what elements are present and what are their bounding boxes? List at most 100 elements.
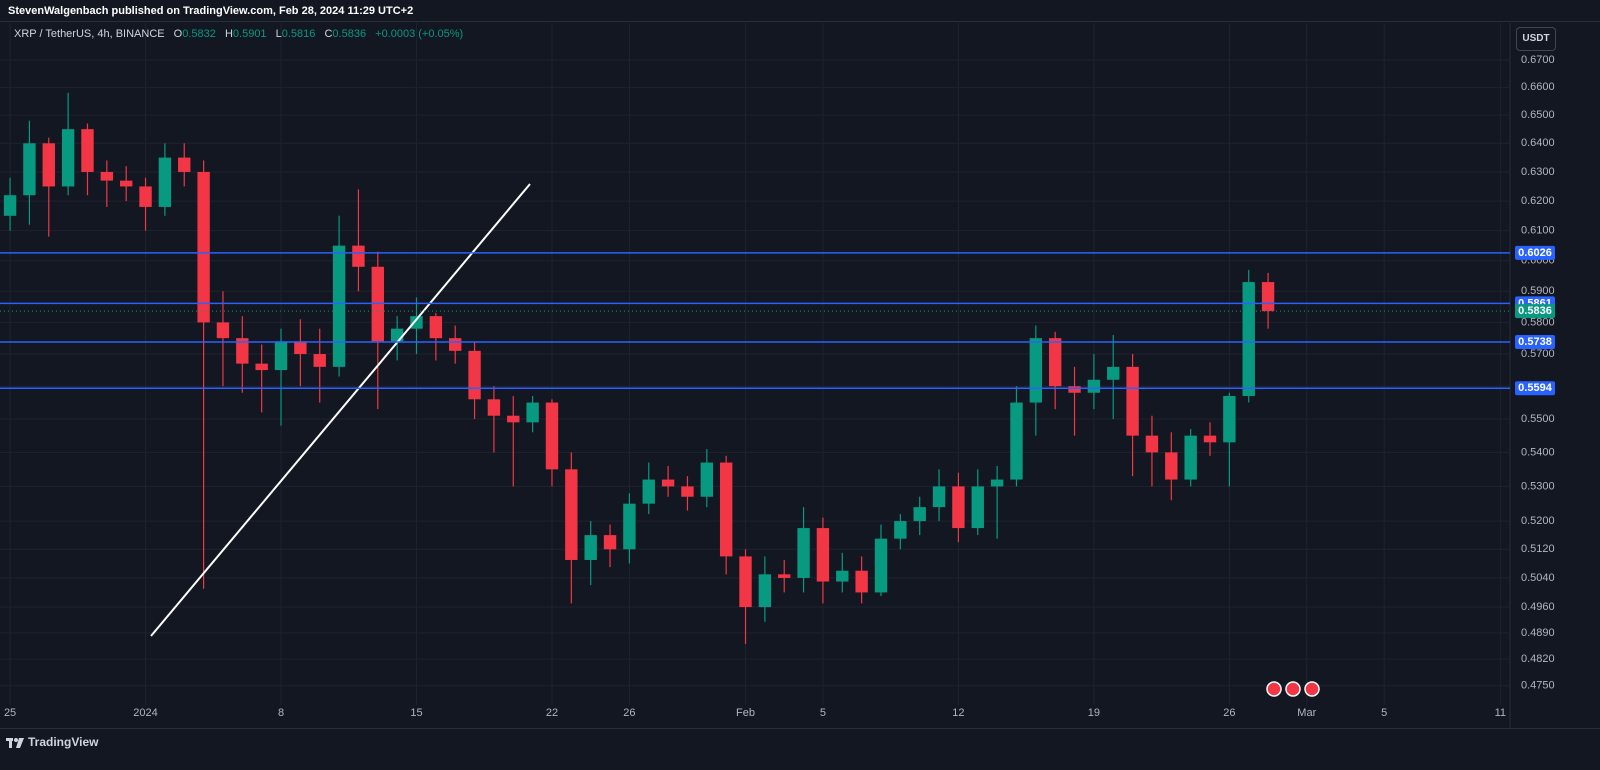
ohlc-key: C bbox=[324, 28, 333, 40]
level-label: 0.5594 bbox=[1518, 382, 1553, 394]
candle-body bbox=[1242, 282, 1255, 397]
candle-body bbox=[971, 486, 984, 529]
candle-body bbox=[1126, 366, 1139, 436]
candle-body bbox=[236, 338, 249, 364]
ohlc-value: 0.5816 bbox=[281, 28, 316, 40]
candle-body bbox=[178, 157, 191, 172]
y-tick-label: 0.6100 bbox=[1521, 225, 1555, 237]
logo bbox=[6, 738, 24, 748]
candle-body bbox=[216, 322, 230, 339]
event-icon[interactable] bbox=[1285, 681, 1301, 697]
x-tick-label: 15 bbox=[410, 707, 422, 719]
publish-header: StevenWalgenbach published on TradingVie… bbox=[0, 0, 1600, 22]
x-tick-label: 5 bbox=[820, 707, 826, 719]
candle-body bbox=[681, 486, 694, 497]
y-tick-label: 0.4820 bbox=[1521, 653, 1555, 665]
candle-body bbox=[410, 316, 423, 329]
candle-body bbox=[61, 129, 75, 187]
y-tick-label: 0.6200 bbox=[1521, 195, 1555, 207]
currency-button[interactable]: USDT bbox=[1516, 27, 1556, 51]
y-tick-label: 0.5300 bbox=[1521, 480, 1555, 492]
candle-body bbox=[139, 186, 152, 207]
candle-body bbox=[932, 486, 946, 508]
x-tick-label: Feb bbox=[736, 707, 755, 719]
chart: 0.6700 0.6600 0.6500 0.6400 0.6300 0.6200 0.61… bbox=[0, 23, 1555, 728]
y-tick-label: 0.5040 bbox=[1521, 572, 1555, 584]
ohlc-key: L bbox=[275, 28, 282, 40]
y-tick-label: 0.5800 bbox=[1521, 316, 1555, 328]
ohlc-value: 0.5832 bbox=[182, 28, 216, 40]
change: +0.0003 (+0.05%) bbox=[375, 28, 464, 40]
trendline bbox=[150, 183, 531, 637]
candle-body bbox=[274, 341, 288, 371]
level-badge bbox=[1515, 381, 1555, 396]
x-tick-label: 5 bbox=[1381, 707, 1387, 719]
candle-body bbox=[158, 157, 172, 207]
candle-body bbox=[913, 507, 926, 522]
x-tick-label: 11 bbox=[1495, 707, 1506, 719]
last-price-badge bbox=[1515, 304, 1555, 319]
event-icon[interactable] bbox=[1304, 681, 1320, 697]
candle-body bbox=[313, 354, 326, 367]
x-tick-label: 19 bbox=[1088, 707, 1100, 719]
y-tick-label: 0.6300 bbox=[1521, 166, 1555, 178]
symbol-legend: XRP / TetherUS, 4h, BINANCE O0.5832 H0.5… bbox=[14, 28, 463, 40]
candle-body bbox=[100, 171, 114, 181]
ohlc-key: O bbox=[173, 28, 183, 40]
candle-body bbox=[758, 574, 772, 608]
candle-body bbox=[487, 399, 501, 416]
candle-body bbox=[81, 129, 94, 172]
candle-body bbox=[1029, 338, 1043, 403]
x-tick-label: 12 bbox=[952, 707, 964, 719]
axes: 0.6700 0.6600 0.6500 0.6400 0.6300 0.6200 0.61… bbox=[0, 54, 1555, 719]
candle-body bbox=[197, 171, 210, 323]
y-tick-label: 0.6500 bbox=[1521, 109, 1555, 121]
level-badge bbox=[1515, 245, 1555, 260]
level-badge bbox=[1515, 334, 1555, 349]
candle-body bbox=[739, 556, 752, 608]
candle-body bbox=[836, 570, 849, 582]
candle-body bbox=[855, 570, 868, 593]
footer: TradingView bbox=[0, 728, 1600, 770]
candle-body bbox=[1203, 435, 1217, 443]
y-tick-label: 0.4960 bbox=[1521, 601, 1555, 613]
candle-body bbox=[545, 402, 559, 470]
candle-body bbox=[778, 574, 791, 578]
y-tick-label: 0.5500 bbox=[1521, 413, 1555, 425]
y-tick-label: 0.6700 bbox=[1521, 54, 1555, 66]
candle-body bbox=[1107, 366, 1120, 380]
candle-body bbox=[719, 462, 733, 557]
candle-body bbox=[1068, 386, 1081, 393]
y-tick-label: 0.5400 bbox=[1521, 446, 1555, 458]
candle-body bbox=[700, 462, 714, 497]
candle-body bbox=[468, 350, 481, 400]
candle-body bbox=[119, 180, 133, 187]
candle-body bbox=[449, 338, 462, 351]
candle-body bbox=[1261, 282, 1275, 312]
candle-body bbox=[429, 316, 443, 339]
y-tick-label: 0.5900 bbox=[1521, 285, 1555, 297]
candle-body bbox=[526, 402, 539, 423]
candle-body bbox=[623, 503, 636, 550]
y-tick-label: 0.6400 bbox=[1521, 137, 1555, 149]
grid bbox=[0, 23, 1510, 705]
event-icon[interactable] bbox=[1266, 681, 1282, 697]
candle-body bbox=[952, 486, 965, 529]
candle-body bbox=[661, 479, 675, 487]
candle-body bbox=[894, 521, 907, 539]
candle-body bbox=[603, 535, 617, 550]
y-tick-label: 0.6600 bbox=[1521, 81, 1555, 93]
ohlc-value: 0.5836 bbox=[332, 28, 367, 40]
y-tick-label: 0.5120 bbox=[1521, 543, 1555, 555]
candle-body bbox=[42, 143, 55, 187]
candle-body bbox=[1223, 396, 1236, 443]
x-tick-label: 8 bbox=[278, 707, 284, 719]
candle-body bbox=[294, 341, 307, 355]
y-tick-label: 0.5700 bbox=[1521, 348, 1555, 360]
candle-body bbox=[1184, 435, 1197, 480]
candle-body bbox=[507, 415, 520, 423]
x-tick-label: Mar bbox=[1297, 707, 1316, 719]
candle-body bbox=[565, 469, 578, 560]
plot-background bbox=[0, 23, 1510, 728]
candle-body bbox=[255, 363, 268, 371]
